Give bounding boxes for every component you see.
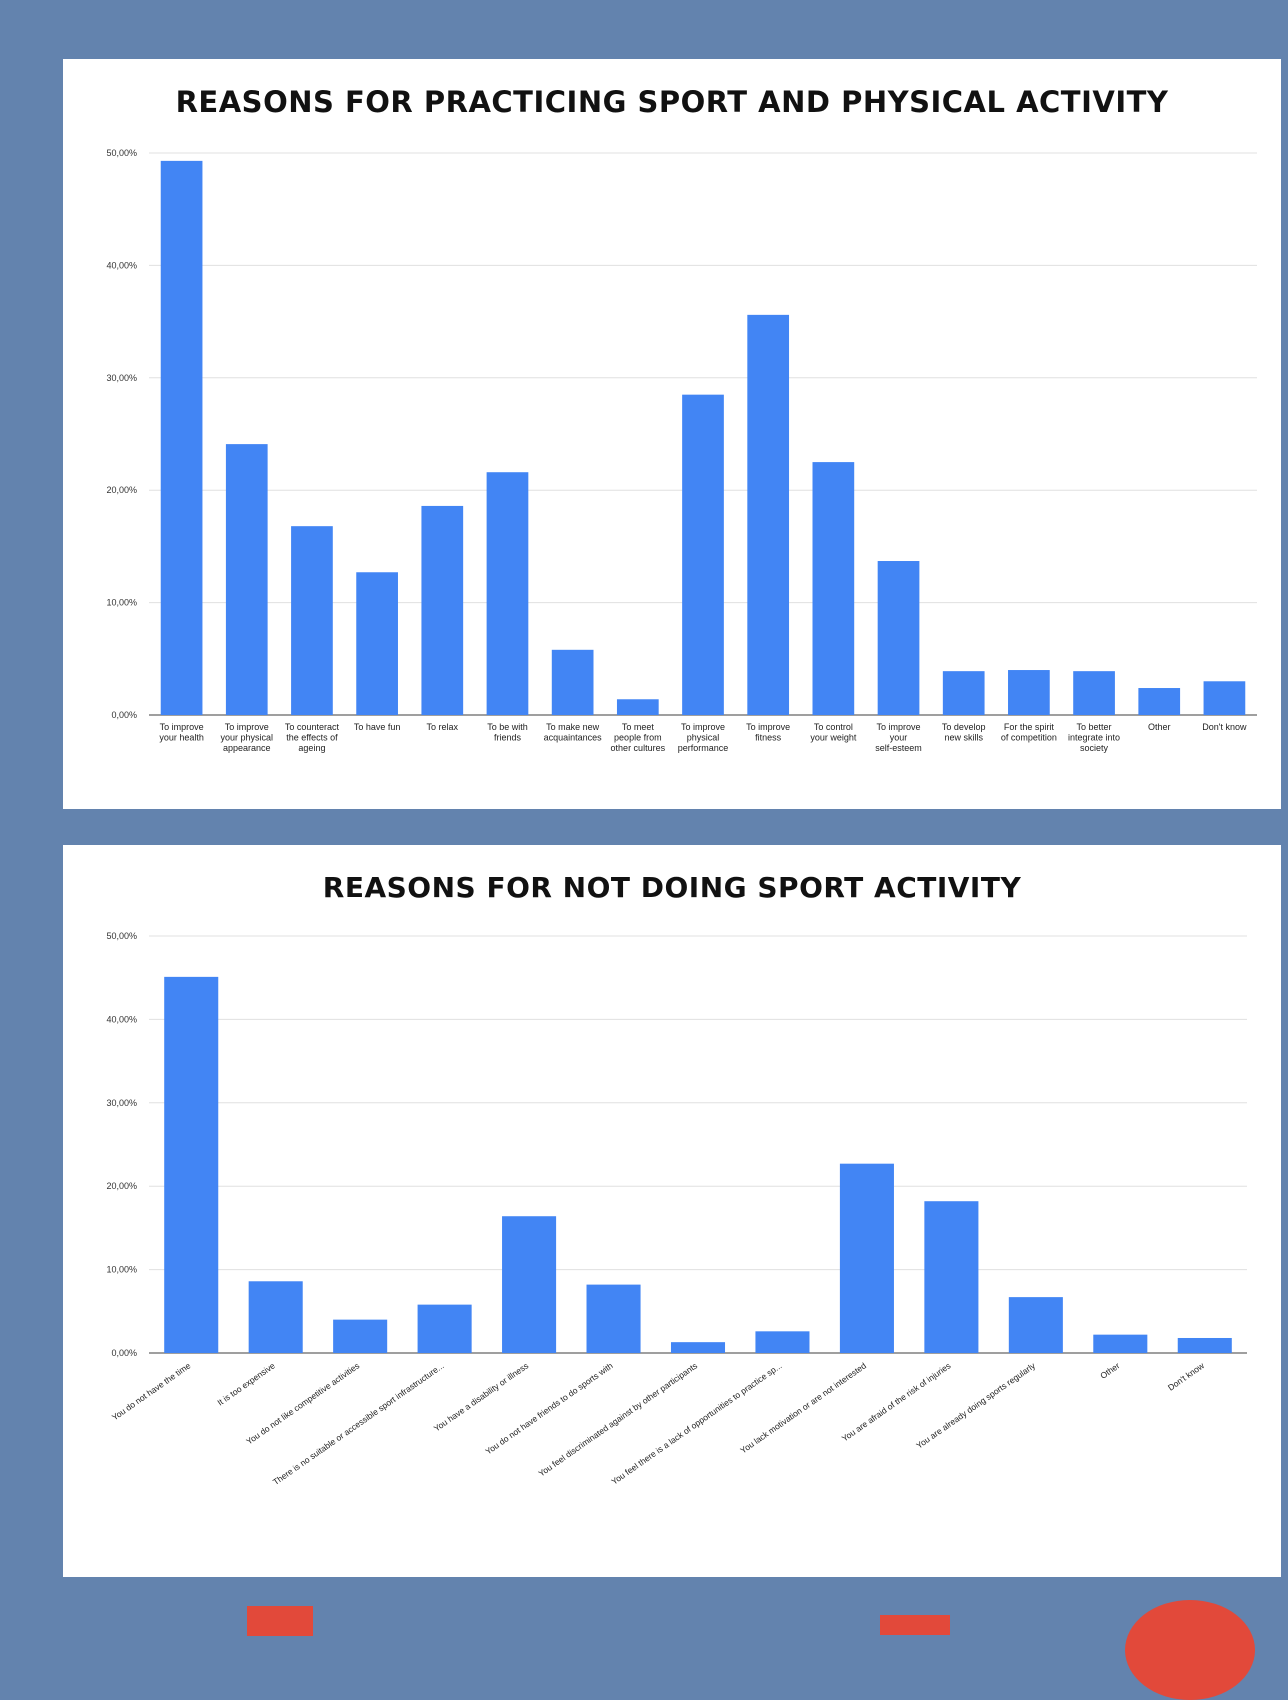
not-doing-category-label: You have a disability or illness (432, 1360, 530, 1433)
practicing-bar (682, 394, 724, 715)
practicing-category-label: Don't know (1202, 722, 1247, 732)
practicing-category-label: To develop new skills (942, 722, 986, 743)
chart-title-practicing: REASONS FOR PRACTICING SPORT AND PHYSICA… (175, 85, 1169, 119)
practicing-y-tick-label: 0,00% (111, 710, 137, 720)
not-doing-bar (755, 1331, 810, 1353)
practicing-category-label: To counteract the effects of ageing (285, 722, 340, 753)
bar-chart-practicing: 0,00% 10,00% 20,00% 30,00% 40,00% 50,00% To im… (106, 148, 1257, 753)
practicing-category-label: To improve physical performance (678, 722, 729, 753)
not-doing-category-label: You do not have the time (110, 1360, 193, 1422)
practicing-y-tick-label: 10,00% (106, 598, 137, 608)
practicing-bar (291, 526, 333, 715)
practicing-category-label: To have fun (354, 722, 401, 732)
practicing-y-tick-label: 20,00% (106, 485, 137, 495)
not-doing-y-tick-label: 40,00% (106, 1014, 137, 1024)
practicing-category-label: To meet people from other cultures (611, 722, 666, 753)
not-doing-bar (502, 1216, 557, 1353)
practicing-y-tick-label: 30,00% (106, 373, 137, 383)
practicing-category-label: To improve your health (159, 722, 204, 743)
practicing-bar (1073, 671, 1115, 715)
not-doing-bar (586, 1284, 641, 1353)
practicing-bar (747, 314, 790, 715)
practicing-category-label: To relax (427, 722, 459, 732)
practicing-category-label: To improve your self-esteem (875, 722, 922, 753)
practicing-bar (551, 649, 594, 715)
practicing-category-label: To improve fitness (746, 722, 790, 743)
not-doing-y-tick-label: 10,00% (106, 1265, 137, 1275)
practicing-bar (1008, 670, 1050, 715)
red-bar-decoration (880, 1615, 950, 1635)
not-doing-bar (248, 1281, 303, 1353)
not-doing-bar (164, 976, 219, 1353)
chart-panel-practicing: REASONS FOR PRACTICING SPORT AND PHYSICA… (63, 59, 1281, 809)
practicing-bar (877, 561, 920, 715)
practicing-y-tick-label: 40,00% (106, 260, 137, 270)
not-doing-category-label: Other (1098, 1360, 1121, 1380)
not-doing-y-tick-label: 30,00% (106, 1098, 137, 1108)
practicing-bar (421, 505, 464, 715)
practicing-bar (160, 160, 203, 716)
practicing-y-tick-label: 50,00% (106, 148, 137, 158)
chart-panel-not-doing: REASONS FOR NOT DOING SPORT ACTIVITY 0,0… (63, 845, 1281, 1577)
not-doing-bar (333, 1319, 388, 1353)
practicing-bar (1203, 681, 1246, 715)
not-doing-category-label: You feel discriminated against by other … (537, 1360, 700, 1478)
not-doing-category-label: You feel there is a lack of opportunitie… (609, 1360, 783, 1486)
not-doing-category-label: Don't know (1166, 1360, 1207, 1393)
practicing-category-label: To better integrate into society (1068, 722, 1120, 753)
practicing-bar (812, 462, 855, 715)
practicing-category-label: For the spirit of competition (1001, 722, 1057, 743)
practicing-category-label: To improve your physical appearance (220, 722, 273, 753)
not-doing-bar (670, 1342, 726, 1353)
not-doing-y-tick-label: 50,00% (106, 931, 137, 941)
not-doing-category-label: It is too expensive (215, 1360, 277, 1407)
bar-chart-not-doing: 0,00% 10,00% 20,00% 30,00% 40,00% 50,00% You d… (106, 931, 1247, 1487)
practicing-category-label: To be with friends (487, 722, 528, 743)
red-circle-decoration (1125, 1600, 1255, 1700)
not-doing-bar (1093, 1334, 1148, 1353)
not-doing-bar (924, 1201, 979, 1353)
practicing-bar (942, 671, 985, 715)
practicing-bar (356, 572, 398, 715)
not-doing-bar (1008, 1297, 1063, 1353)
red-square-decoration (247, 1606, 313, 1636)
practicing-category-label: Other (1148, 722, 1171, 732)
not-doing-bar (839, 1163, 894, 1353)
not-doing-y-tick-label: 20,00% (106, 1181, 137, 1191)
practicing-category-label: To control your weight (810, 722, 857, 743)
not-doing-y-tick-label: 0,00% (111, 1348, 137, 1358)
not-doing-category-label: There is no suitable or accessible sport… (271, 1360, 446, 1487)
not-doing-bar (417, 1304, 472, 1353)
practicing-bar (616, 699, 659, 715)
chart-title-not-doing: REASONS FOR NOT DOING SPORT ACTIVITY (322, 871, 1022, 904)
practicing-category-label: To make new acquaintances (544, 722, 603, 743)
not-doing-bar (1177, 1337, 1232, 1353)
practicing-bar (486, 472, 529, 715)
practicing-bar (1138, 688, 1181, 715)
practicing-bar (225, 444, 268, 715)
